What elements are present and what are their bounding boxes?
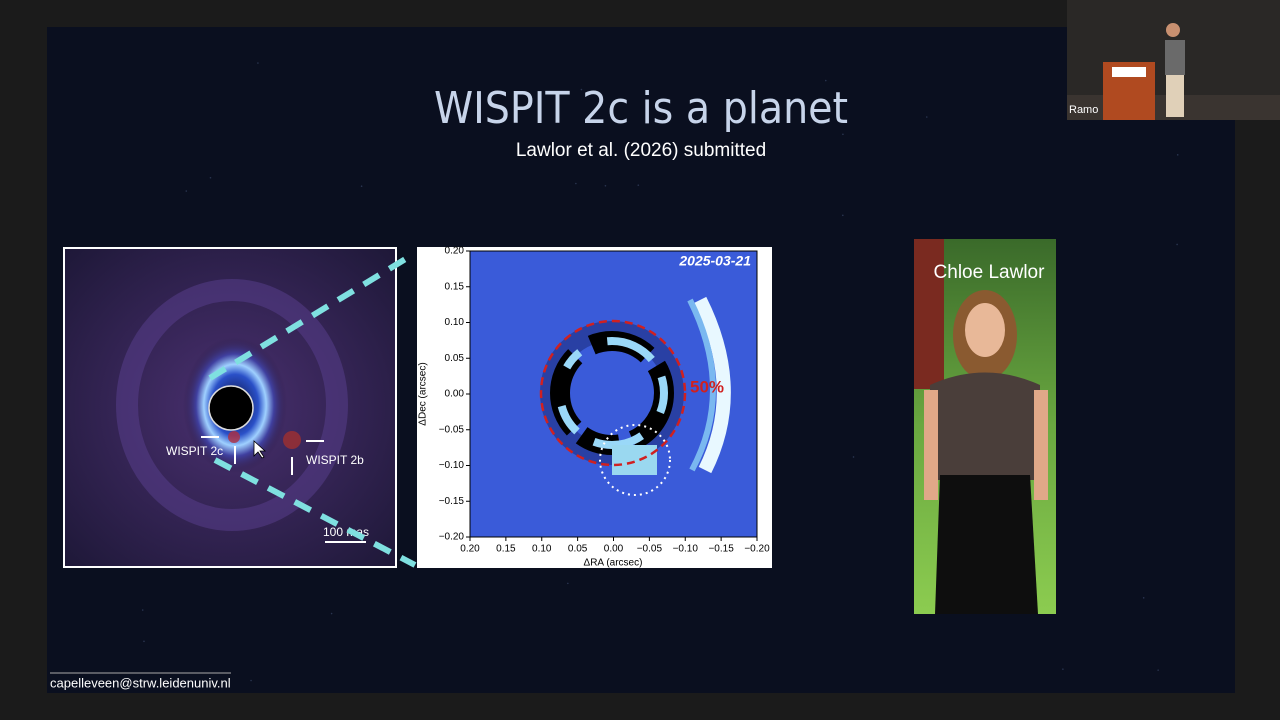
star	[1176, 154, 1179, 156]
portrait-photo	[914, 239, 1056, 614]
plot-image	[469, 250, 758, 538]
y-tick-label: 0.20	[445, 246, 465, 257]
x-tick-label: 0.10	[532, 544, 552, 555]
contour-label: 50%	[690, 377, 724, 396]
star	[330, 612, 333, 615]
star	[637, 184, 640, 186]
star	[257, 62, 259, 64]
camera-feed	[1067, 0, 1280, 120]
star	[852, 456, 855, 458]
plot-date: 2025-03-21	[678, 253, 751, 269]
star	[360, 185, 363, 188]
star	[141, 609, 144, 611]
x-tick-label: −0.15	[708, 544, 734, 555]
label-wispit-2b: WISPIT 2b	[306, 453, 364, 467]
label-wispit-2c: WISPIT 2c	[166, 444, 223, 458]
x-tick-label: 0.20	[460, 544, 480, 555]
y-tick-label: 0.05	[445, 353, 465, 364]
photo-name: Chloe Lawlor	[934, 262, 1046, 283]
y-axis-label: ΔDec (arcsec)	[418, 362, 429, 425]
star	[580, 88, 583, 91]
zoom-line	[208, 252, 414, 381]
y-tick-label: −0.20	[439, 532, 465, 543]
x-tick-label: −0.20	[744, 544, 770, 555]
y-tick-label: −0.05	[439, 424, 465, 435]
star	[842, 214, 844, 217]
star	[842, 133, 844, 136]
star	[185, 190, 188, 192]
x-tick-label: 0.00	[604, 544, 624, 555]
camera-label: Ramo	[1069, 104, 1098, 116]
footer-email: capelleveen@strw.leidenuniv.nl	[50, 675, 231, 690]
star	[824, 79, 827, 82]
star	[567, 582, 569, 585]
y-tick-label: 0.15	[445, 281, 465, 292]
star	[209, 176, 212, 179]
x-axis-label: ΔRA (arcsec)	[584, 558, 643, 569]
x-tick-label: −0.10	[673, 544, 699, 555]
star	[925, 116, 928, 118]
slide-title: WISPIT 2c is a planet	[434, 83, 848, 134]
star	[575, 182, 577, 185]
star	[604, 184, 607, 187]
y-tick-label: −0.10	[439, 460, 465, 471]
star	[1062, 668, 1064, 670]
x-tick-label: −0.05	[637, 544, 663, 555]
star	[143, 640, 145, 643]
star	[1157, 669, 1159, 671]
x-tick-label: 0.05	[568, 544, 588, 555]
y-tick-label: 0.10	[445, 317, 465, 328]
y-tick-label: 0.00	[445, 389, 465, 400]
y-tick-label: −0.15	[439, 496, 465, 507]
zoom-line	[213, 457, 417, 568]
x-tick-label: 0.15	[496, 544, 516, 555]
star	[250, 679, 252, 682]
star	[1176, 243, 1178, 246]
slide-subtitle: Lawlor et al. (2026) submitted	[516, 140, 766, 161]
star	[1142, 597, 1145, 599]
